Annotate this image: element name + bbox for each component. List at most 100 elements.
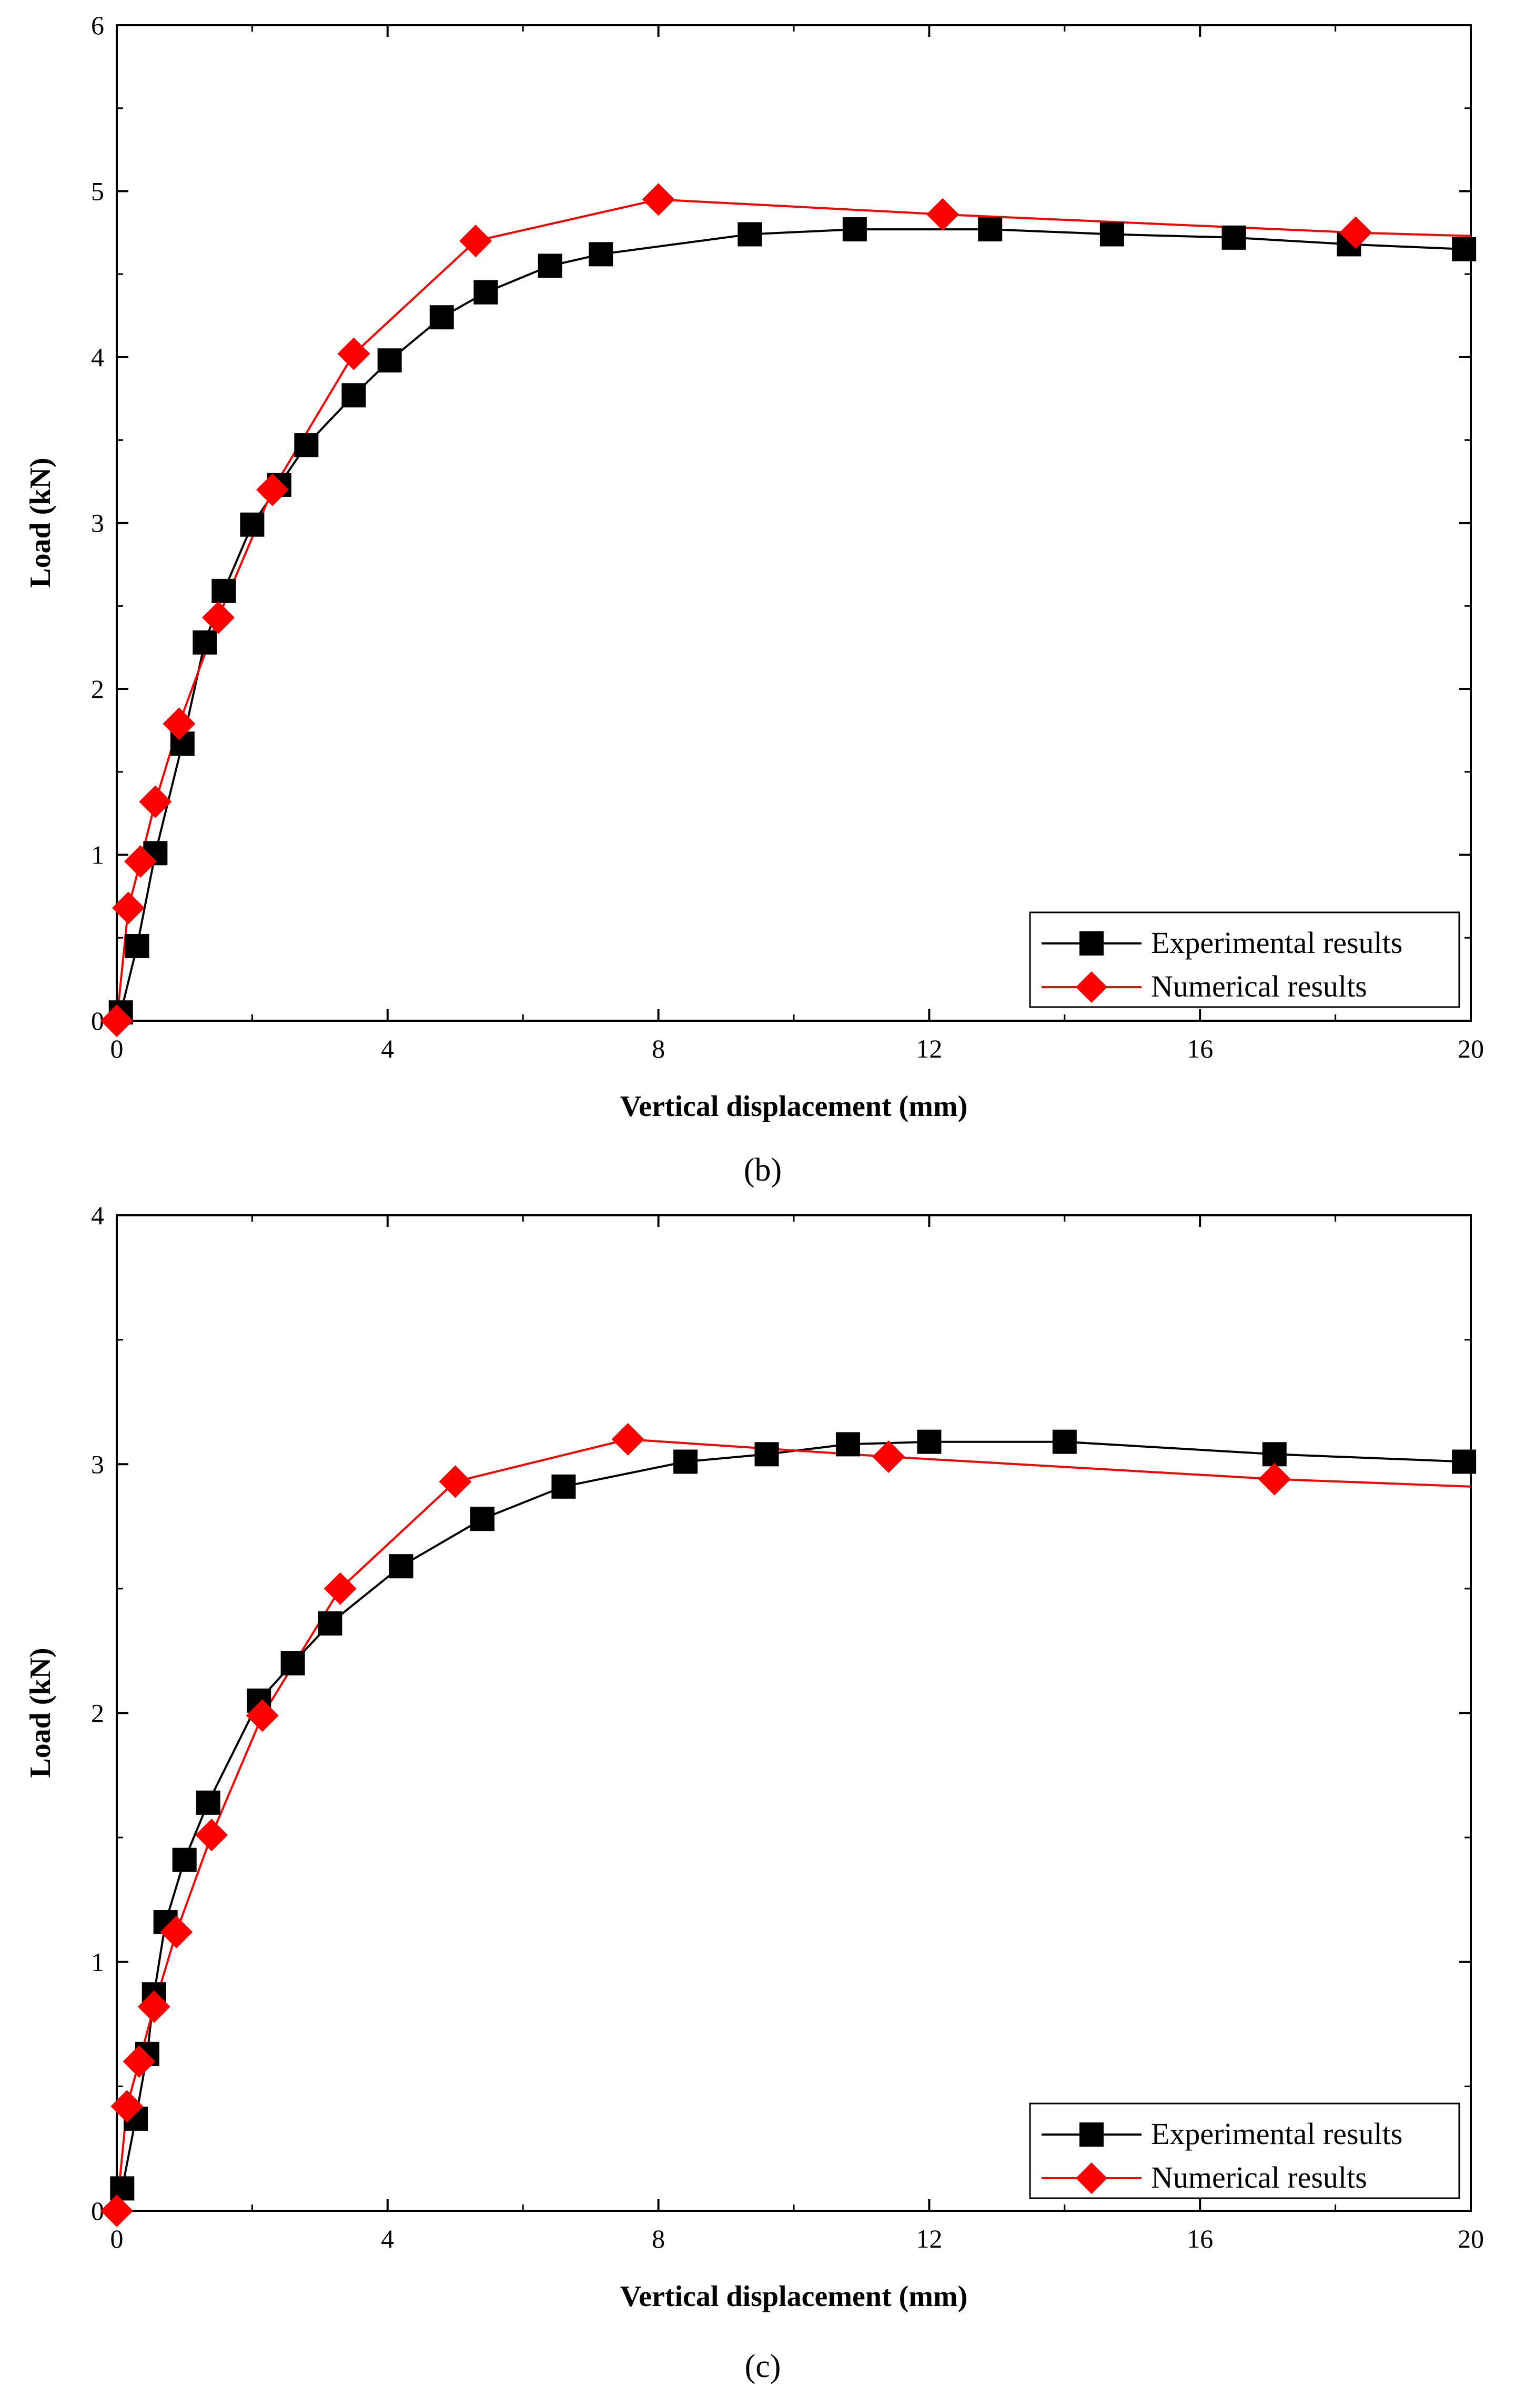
data-point-experimental	[589, 242, 613, 267]
data-point-experimental	[1452, 1449, 1477, 1474]
x-tick-label: 12	[916, 2224, 942, 2253]
x-axis-title: Vertical displacement (mm)	[620, 2280, 967, 2313]
x-tick-label: 4	[381, 2224, 394, 2253]
data-point-numerical	[123, 2045, 156, 2078]
data-point-numerical	[163, 707, 196, 740]
data-point-numerical	[246, 1699, 279, 1732]
y-tick-label: 4	[91, 342, 104, 372]
data-point-experimental	[470, 1507, 494, 1531]
data-point-numerical	[160, 1915, 193, 1948]
y-tick-label: 3	[91, 1449, 104, 1479]
data-point-numerical	[324, 1572, 357, 1605]
x-tick-label: 8	[652, 2224, 665, 2253]
data-point-numerical	[611, 1423, 644, 1456]
y-tick-label: 3	[91, 509, 104, 538]
x-tick-label: 4	[381, 1034, 394, 1063]
data-point-experimental	[842, 217, 867, 242]
data-point-experimental	[125, 934, 149, 959]
data-point-experimental	[538, 253, 562, 278]
x-tick-label: 8	[652, 1034, 665, 1063]
data-point-experimental	[978, 217, 1003, 242]
data-point-experimental	[1452, 237, 1477, 261]
legend-experimental-label: Experimental results	[1151, 2117, 1402, 2151]
x-tick-label: 20	[1458, 1034, 1484, 1063]
data-point-numerical	[100, 1004, 133, 1037]
x-tick-label: 0	[110, 2224, 124, 2253]
data-point-experimental	[240, 512, 265, 537]
data-point-numerical	[439, 1465, 472, 1498]
data-point-experimental	[294, 433, 319, 458]
x-tick-label: 16	[1187, 1034, 1213, 1063]
data-point-numerical	[256, 473, 289, 506]
data-point-numerical	[1258, 1462, 1291, 1496]
data-point-numerical	[110, 2090, 144, 2123]
plot-area	[100, 183, 1477, 1037]
data-point-numerical	[195, 1818, 228, 1852]
x-tick-label: 16	[1187, 2224, 1213, 2253]
legend-experimental-label: Experimental results	[1151, 926, 1402, 960]
data-point-experimental	[377, 348, 402, 373]
data-point-numerical	[459, 225, 492, 258]
series-line-experimental	[119, 228, 1465, 1013]
data-point-numerical	[1339, 216, 1372, 249]
y-axis-title: Load (kN)	[24, 1648, 57, 1777]
data-point-experimental	[318, 1611, 342, 1636]
y-tick-label: 1	[91, 1947, 104, 1977]
data-point-numerical	[139, 785, 172, 818]
data-point-experimental	[110, 2176, 135, 2201]
data-point-numerical	[137, 1990, 170, 2023]
data-point-numerical	[112, 891, 145, 924]
x-axis: 0 4 8 12 16 20	[110, 25, 1484, 1063]
data-point-numerical	[642, 183, 675, 216]
y-tick-label: 4	[91, 1201, 104, 1230]
legend: Experimental results Numerical results	[1029, 911, 1460, 1008]
data-point-experimental	[473, 280, 498, 304]
data-point-experimental	[1262, 1442, 1287, 1467]
panel-label: (c)	[745, 2349, 781, 2384]
x-axis-title: Vertical displacement (mm)	[620, 1090, 967, 1123]
data-point-experimental	[754, 1442, 779, 1467]
y-axis-title: Load (kN)	[24, 458, 57, 587]
x-tick-label: 0	[110, 1034, 124, 1063]
panel-label: (b)	[744, 1152, 782, 1188]
data-point-experimental	[196, 1790, 220, 1815]
y-tick-label: 6	[91, 11, 104, 40]
data-point-numerical	[202, 601, 235, 634]
data-point-experimental	[429, 305, 454, 330]
data-point-experimental	[835, 1432, 860, 1457]
data-point-numerical	[124, 845, 157, 878]
data-point-experimental	[738, 222, 762, 247]
y-tick-label: 2	[91, 674, 104, 704]
y-tick-label: 5	[91, 177, 104, 206]
data-point-experimental	[211, 578, 236, 603]
data-point-experimental	[280, 1651, 305, 1675]
data-point-experimental	[1099, 222, 1124, 247]
data-point-experimental	[1221, 225, 1246, 250]
data-point-numerical	[337, 337, 370, 370]
y-tick-label: 1	[91, 840, 104, 870]
legend: Experimental results Numerical results	[1029, 2102, 1460, 2199]
data-point-experimental	[917, 1429, 942, 1454]
legend-numerical-label: Numerical results	[1151, 969, 1367, 1003]
data-point-numerical	[872, 1440, 905, 1474]
plot-area	[100, 1423, 1477, 2227]
data-point-experimental	[673, 1449, 698, 1474]
x-axis: 0 4 8 12 16 20	[110, 1215, 1484, 2253]
y-tick-label: 2	[91, 1699, 104, 1728]
legend-square-marker	[1079, 931, 1104, 956]
legend-square-marker	[1079, 2122, 1104, 2147]
data-point-experimental	[551, 1474, 576, 1499]
data-point-numerical	[100, 2194, 133, 2227]
data-point-experimental	[172, 1847, 197, 1872]
legend-numerical-label: Numerical results	[1151, 2160, 1367, 2194]
data-point-experimental	[1052, 1429, 1077, 1454]
data-point-experimental	[193, 630, 217, 655]
legend-diamond-marker	[1076, 2162, 1107, 2194]
x-tick-label: 20	[1458, 2224, 1484, 2253]
